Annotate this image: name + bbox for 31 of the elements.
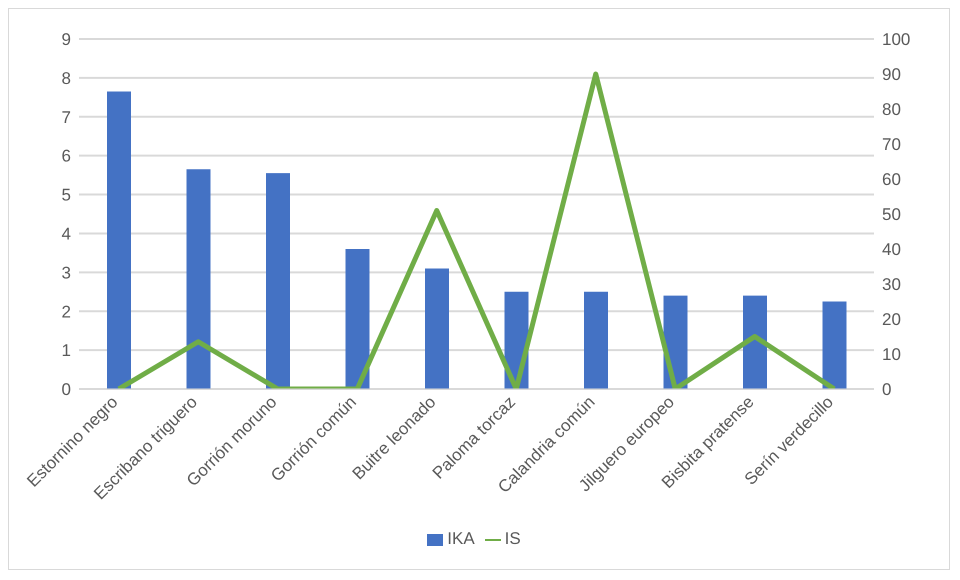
y-tick-label: 4 (62, 224, 71, 244)
y-tick-label: 7 (62, 108, 71, 127)
y-tick-label: 9 (62, 30, 71, 50)
y2-tick-label: 40 (882, 240, 901, 260)
y-tick-label: 3 (62, 263, 71, 282)
bar (822, 302, 846, 389)
y2-tick-label: 70 (882, 135, 901, 154)
legend-label: IKA (447, 529, 475, 548)
bar (425, 268, 449, 389)
y-tick-label: 5 (62, 186, 71, 205)
y2-tick-label: 60 (882, 170, 901, 190)
y2-tick-label: 100 (882, 30, 910, 50)
bar (584, 292, 608, 389)
y2-tick-label: 10 (882, 345, 901, 364)
y-tick-label: 0 (62, 380, 71, 400)
bar (346, 249, 370, 389)
y2-tick-label: 80 (882, 100, 901, 120)
y-tick-label: 8 (62, 68, 71, 88)
y2-tick-label: 50 (882, 205, 901, 224)
bar (743, 296, 767, 389)
y2-tick-label: 30 (882, 275, 901, 294)
bar (266, 173, 290, 389)
legend-label: IS (504, 529, 521, 548)
y2-tick-label: 20 (882, 310, 901, 330)
y-tick-label: 1 (62, 341, 71, 360)
y-tick-label: 2 (62, 302, 71, 322)
y2-tick-label: 0 (882, 380, 892, 400)
bar (186, 169, 210, 389)
y2-tick-label: 90 (882, 65, 901, 84)
bar (107, 92, 131, 389)
y-tick-label: 6 (62, 146, 71, 166)
